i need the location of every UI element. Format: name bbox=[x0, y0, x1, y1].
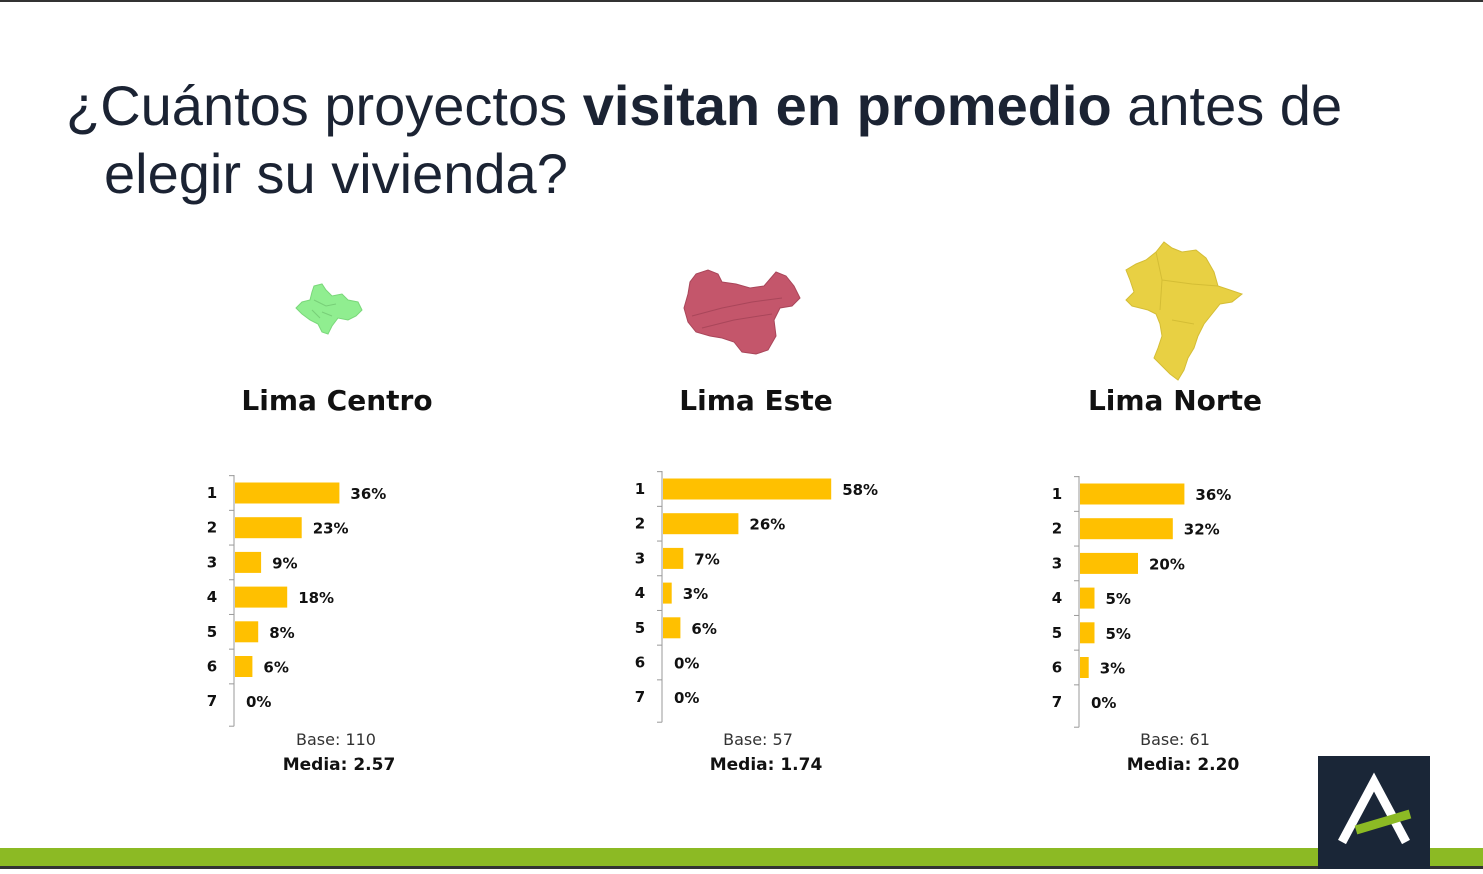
category-label: 5 bbox=[635, 619, 645, 637]
base-este: Base: 57 bbox=[723, 730, 793, 749]
value-label: 3% bbox=[1100, 660, 1125, 678]
bar-chart-lima-centro: 1 36% 2 23% 3 9% 4 18% 5 8% 6 6% 7 0% bbox=[207, 475, 386, 727]
bar-chart-lima-norte: 1 36% 2 32% 3 20% 4 5% 5 5% 6 3% 7 0% bbox=[1052, 476, 1231, 728]
category-label: 7 bbox=[207, 692, 217, 710]
bar bbox=[1080, 622, 1095, 644]
category-label: 4 bbox=[207, 588, 217, 606]
base-centro: Base: 110 bbox=[296, 730, 376, 749]
category-label: 7 bbox=[635, 688, 645, 706]
lima-este-map bbox=[683, 269, 801, 355]
value-label: 6% bbox=[691, 620, 716, 638]
value-label: 23% bbox=[313, 520, 349, 538]
region-title-este: Lima Este bbox=[679, 384, 833, 417]
category-label: 7 bbox=[1052, 693, 1062, 711]
category-label: 3 bbox=[207, 553, 217, 571]
value-label: 3% bbox=[683, 585, 708, 603]
category-label: 4 bbox=[635, 584, 645, 602]
value-label: 5% bbox=[1106, 590, 1131, 608]
brand-logo-icon bbox=[1338, 772, 1412, 845]
bar bbox=[663, 547, 684, 569]
media-este: Media: 1.74 bbox=[709, 755, 823, 775]
category-label: 5 bbox=[207, 623, 217, 641]
value-label: 20% bbox=[1149, 555, 1185, 573]
category-label: 1 bbox=[635, 480, 645, 498]
value-label: 6% bbox=[263, 659, 288, 677]
bottom-band bbox=[0, 848, 1483, 869]
value-label: 0% bbox=[1091, 694, 1116, 712]
bar bbox=[663, 617, 681, 639]
category-label: 2 bbox=[635, 515, 645, 533]
bar bbox=[1080, 657, 1089, 678]
category-label: 5 bbox=[1052, 624, 1062, 642]
category-label: 3 bbox=[635, 549, 645, 567]
bar bbox=[235, 551, 262, 573]
value-label: 7% bbox=[694, 550, 719, 568]
value-label: 36% bbox=[1195, 486, 1231, 504]
category-label: 6 bbox=[635, 654, 645, 672]
value-label: 0% bbox=[674, 655, 699, 673]
category-label: 3 bbox=[1052, 554, 1062, 572]
value-label: 58% bbox=[842, 481, 878, 499]
title-line2: elegir su vivienda? bbox=[104, 142, 568, 205]
value-label: 18% bbox=[298, 589, 334, 607]
top-rule bbox=[0, 0, 1483, 2]
region-title-norte: Lima Norte bbox=[1087, 384, 1263, 417]
bar bbox=[663, 513, 739, 535]
category-label: 1 bbox=[1052, 485, 1062, 503]
media-norte: Media: 2.20 bbox=[1126, 755, 1240, 775]
title-post: antes de bbox=[1111, 74, 1343, 137]
bar bbox=[663, 582, 672, 604]
bar bbox=[235, 482, 340, 504]
category-label: 2 bbox=[207, 519, 217, 537]
brand-logo bbox=[1318, 756, 1430, 869]
category-label: 1 bbox=[207, 484, 217, 502]
title-pre: ¿Cuántos proyectos bbox=[66, 74, 583, 137]
category-label: 2 bbox=[1052, 520, 1062, 538]
bar bbox=[1080, 483, 1185, 505]
bar bbox=[235, 586, 288, 608]
category-label: 6 bbox=[207, 658, 217, 676]
bar bbox=[1080, 518, 1173, 540]
bar-chart-lima-este: 1 58% 2 26% 3 7% 4 3% 5 6% 6 0% 7 0% bbox=[635, 471, 878, 723]
category-label: 6 bbox=[1052, 659, 1062, 677]
slide-title: ¿Cuántos proyectos visitan en promedio a… bbox=[66, 72, 1446, 208]
category-label: 4 bbox=[1052, 589, 1062, 607]
bar bbox=[235, 656, 253, 677]
lima-centro-map bbox=[295, 283, 363, 335]
base-norte: Base: 61 bbox=[1140, 730, 1210, 749]
value-label: 0% bbox=[246, 693, 271, 711]
bar bbox=[663, 478, 832, 500]
bar bbox=[1080, 552, 1138, 574]
lima-norte-map bbox=[1125, 241, 1244, 381]
value-label: 9% bbox=[272, 554, 297, 572]
region-title-centro: Lima Centro bbox=[241, 384, 433, 417]
value-label: 36% bbox=[350, 485, 386, 503]
value-label: 26% bbox=[749, 516, 785, 534]
value-label: 8% bbox=[269, 624, 294, 642]
title-bold: visitan en promedio bbox=[582, 74, 1112, 137]
value-label: 32% bbox=[1184, 521, 1220, 539]
value-label: 0% bbox=[674, 689, 699, 707]
bar bbox=[235, 517, 302, 539]
bar bbox=[235, 621, 259, 643]
value-label: 5% bbox=[1106, 625, 1131, 643]
bar bbox=[1080, 587, 1095, 609]
media-centro: Media: 2.57 bbox=[282, 755, 396, 775]
